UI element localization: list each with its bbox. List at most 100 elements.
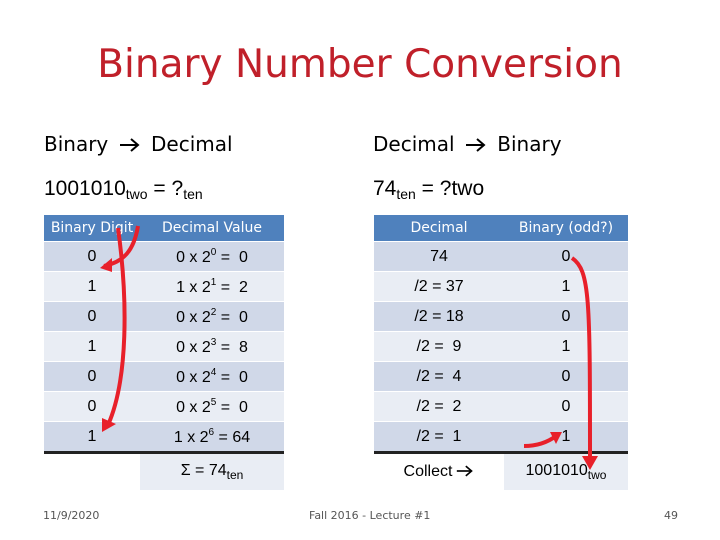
term-base: 0 x 2	[176, 308, 211, 326]
binary-bit-cell: 0	[504, 241, 628, 272]
right-question-rest: = ?two	[415, 177, 485, 200]
decimal-cell: /2 = 4	[374, 361, 504, 392]
header-binary-digit: Binary Digit	[44, 215, 140, 242]
term-exponent: 3	[210, 336, 217, 348]
header-binary-odd: Binary (odd?)	[504, 215, 628, 242]
result-cell: 1001010two	[504, 452, 628, 490]
header-decimal: Decimal	[374, 215, 504, 242]
footer-date: 11/9/2020	[43, 509, 100, 522]
decimal-to-binary-table: Decimal Binary (odd?) 74 0/2 = 37 1/2 = 18…	[374, 215, 628, 490]
binary-bit-cell: 1	[504, 331, 628, 362]
header-decimal-value: Decimal Value	[140, 215, 284, 242]
decimal-value-cell: 0 x 24 = 0	[140, 361, 284, 392]
empty-cell	[44, 452, 140, 490]
binary-digit-cell: 1	[44, 331, 140, 362]
right-question: 74ten = ?two	[373, 177, 484, 202]
term-exponent: 4	[210, 366, 217, 378]
term-result: = 0	[216, 398, 248, 416]
term-base: 1 x 2	[173, 428, 209, 446]
binary-digit-cell: 0	[44, 301, 140, 332]
term-result: = 0	[216, 368, 248, 386]
right-question-sub: ten	[396, 186, 416, 202]
decimal-value-cell: 1 x 26 = 64	[140, 421, 284, 454]
sum-value: Σ = 74	[180, 462, 227, 479]
left-question-rest: = ?	[147, 177, 184, 200]
decimal-cell: /2 = 18	[374, 301, 504, 332]
table-row: 74 0	[374, 241, 628, 272]
binary-digit-cell: 1	[44, 421, 140, 454]
term-exponent: 5	[210, 396, 217, 408]
term-exponent: 1	[210, 276, 217, 288]
collect-label: Collect	[403, 463, 453, 480]
term-base: 0 x 2	[176, 398, 211, 416]
arrow-right-icon	[457, 465, 474, 477]
term-base: 0 x 2	[176, 248, 211, 266]
term-result: = 0	[216, 248, 248, 266]
right-heading: Decimal Binary	[373, 132, 562, 156]
binary-bit-cell: 0	[504, 301, 628, 332]
result-value: 1001010	[525, 462, 588, 479]
decimal-value-cell: 0 x 22 = 0	[140, 301, 284, 332]
decimal-cell: /2 = 9	[374, 331, 504, 362]
decimal-value-cell: 1 x 21 = 2	[140, 271, 284, 302]
binary-digit-cell: 0	[44, 241, 140, 272]
left-question-base: ten	[183, 186, 203, 202]
term-result: = 64	[214, 428, 251, 446]
binary-bit-cell: 0	[504, 391, 628, 422]
term-exponent: 2	[210, 306, 217, 318]
sum-base: ten	[226, 468, 244, 482]
table-row: Σ = 74ten	[44, 452, 284, 490]
arrow-right-icon	[119, 138, 140, 152]
term-base: 0 x 2	[176, 368, 211, 386]
binary-digit-cell: 1	[44, 271, 140, 302]
decimal-value-cell: 0 x 20 = 0	[140, 241, 284, 272]
term-base: 0 x 2	[176, 338, 211, 356]
decimal-cell: /2 = 37	[374, 271, 504, 302]
decimal-value-cell: 0 x 23 = 8	[140, 331, 284, 362]
collect-cell: Collect	[374, 452, 504, 490]
sum-cell: Σ = 74ten	[140, 452, 284, 490]
result-base: two	[587, 468, 607, 482]
term-result: = 0	[216, 308, 248, 326]
binary-bit-cell: 1	[504, 271, 628, 302]
decimal-value-cell: 0 x 25 = 0	[140, 391, 284, 422]
left-question: 1001010two = ?ten	[44, 177, 203, 202]
right-heading-from: Decimal	[373, 132, 455, 156]
decimal-cell: /2 = 2	[374, 391, 504, 422]
left-heading: Binary Decimal	[44, 132, 233, 156]
term-result: = 2	[216, 278, 248, 296]
decimal-cell: /2 = 1	[374, 421, 504, 454]
table-row: /2 = 37 1	[374, 271, 628, 302]
table-row: Collect 1001010two	[374, 452, 628, 490]
left-question-sub: two	[125, 186, 148, 202]
term-exponent: 0	[210, 246, 217, 258]
term-result: = 8	[216, 338, 248, 356]
binary-bit-cell: 1	[504, 421, 628, 454]
term-exponent: 6	[208, 426, 215, 438]
left-question-value: 1001010	[44, 177, 126, 200]
left-heading-from: Binary	[44, 132, 109, 156]
table-row: /2 = 18 0	[374, 301, 628, 332]
binary-bit-cell: 0	[504, 361, 628, 392]
right-question-value: 74	[373, 177, 397, 200]
decimal-cell: 74	[374, 241, 504, 272]
footer-page-number: 49	[664, 509, 678, 522]
footer-course: Fall 2016 - Lecture #1	[309, 509, 431, 522]
arrow-right-icon	[465, 138, 486, 152]
right-heading-to: Binary	[497, 132, 562, 156]
left-heading-to: Decimal	[151, 132, 233, 156]
binary-digit-cell: 0	[44, 361, 140, 392]
slide-title: Binary Number Conversion	[97, 42, 623, 87]
